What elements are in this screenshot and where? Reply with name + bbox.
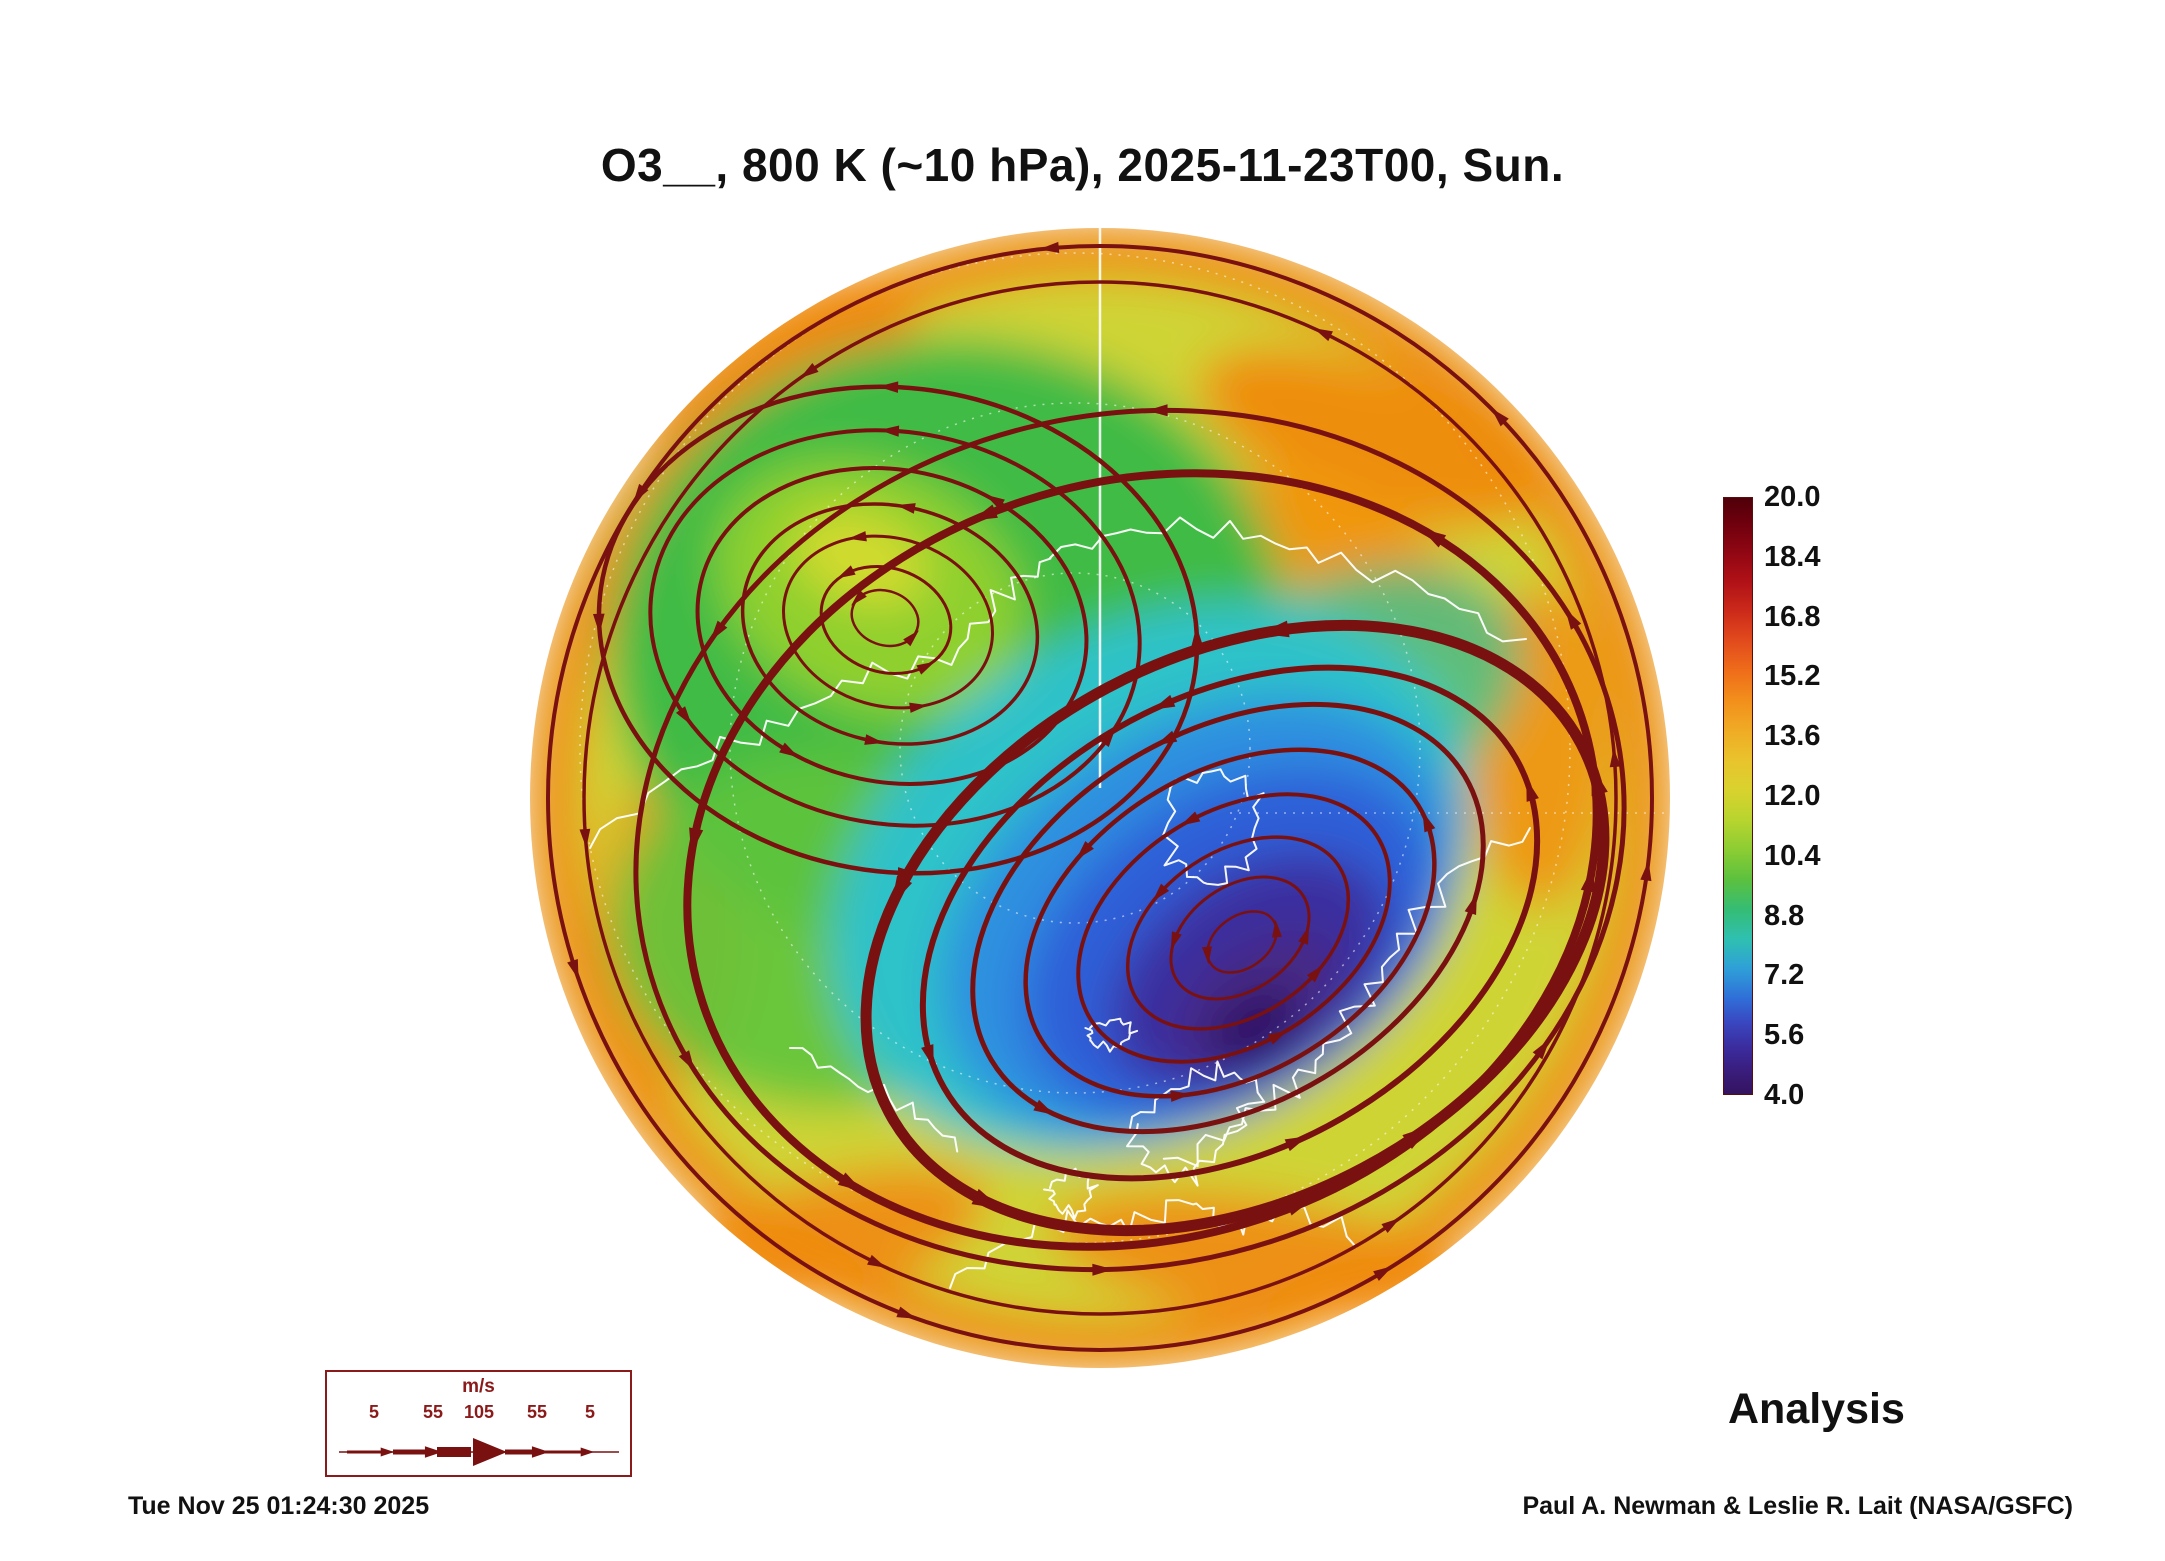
colorbar [1723, 497, 1753, 1095]
colorbar-tick: 8.8 [1764, 899, 1805, 932]
colorbar-tick: 16.8 [1764, 600, 1821, 633]
wind-units-label: m/s [462, 1376, 495, 1397]
polar-map [530, 228, 1670, 1368]
colorbar-tick: 18.4 [1764, 540, 1821, 573]
polar-map-canvas [530, 228, 1670, 1368]
colorbar-tick: 5.6 [1764, 1019, 1805, 1052]
plot-title: O3__, 800 K (~10 hPa), 2025-11-23T00, Su… [600, 139, 1565, 191]
wind-tick: 5 [584, 1402, 596, 1422]
colorbar-tick: 7.2 [1764, 959, 1805, 992]
analysis-label: Analysis [1728, 1385, 1905, 1433]
colorbar-labels: 20.0 18.4 16.8 15.2 13.6 12.0 10.4 8.8 7… [1764, 482, 1864, 1110]
colorbar-tick: 13.6 [1764, 720, 1821, 753]
wind-arrow-glyph [339, 1438, 619, 1466]
wind-tick: 105 [463, 1402, 495, 1422]
credit-line: Paul A. Newman & Leslie R. Lait (NASA/GS… [1522, 1492, 2073, 1520]
colorbar-tick: 10.4 [1764, 839, 1821, 872]
creation-timestamp: Tue Nov 25 01:24:30 2025 [128, 1492, 430, 1520]
wind-tick: 5 [368, 1402, 380, 1422]
colorbar-tick: 15.2 [1764, 660, 1821, 693]
colorbar-tick: 20.0 [1764, 481, 1821, 513]
wind-tick: 55 [526, 1402, 548, 1422]
wind-speed-legend: m/s 5 55 105 55 5 [325, 1370, 632, 1477]
colorbar-tick: 4.0 [1764, 1078, 1805, 1111]
wind-tick: 55 [422, 1402, 444, 1422]
colorbar-tick: 12.0 [1764, 779, 1821, 812]
